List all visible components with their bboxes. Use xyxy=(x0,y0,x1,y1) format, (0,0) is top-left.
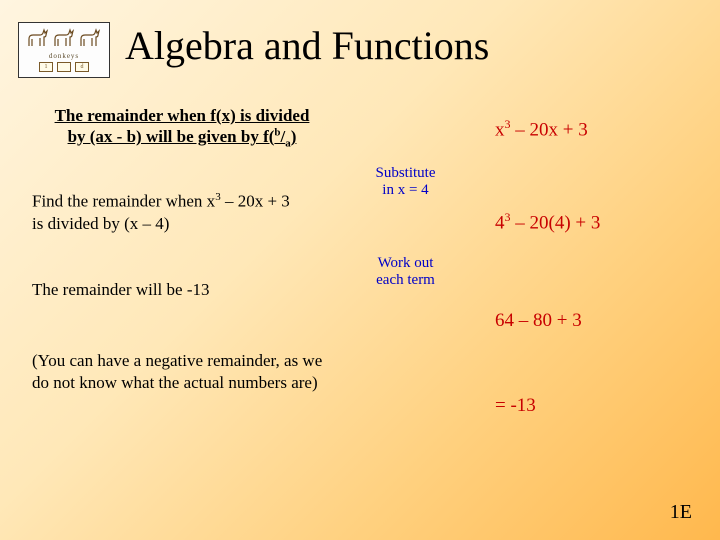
annotation-workout: Work out each term xyxy=(358,255,453,290)
anno2-l2: each term xyxy=(376,272,435,288)
rule-line1: The remainder when f(x) is divided xyxy=(55,106,310,125)
problem-l2: is divided by (x – 4) xyxy=(32,214,169,233)
expr2-a: 4 xyxy=(495,212,505,233)
page-title: Algebra and Functions xyxy=(125,22,489,69)
anno2-l1: Work out xyxy=(378,255,434,271)
expression-step1: x3 – 20x + 3 xyxy=(495,117,588,141)
logo-image: donkeys 1 d xyxy=(18,22,110,78)
answer-statement: The remainder will be -13 xyxy=(32,280,210,300)
problem-l1b: – 20x + 3 xyxy=(221,192,290,211)
expression-step2: 43 – 20(4) + 3 xyxy=(495,210,600,234)
expr1-a: x xyxy=(495,119,505,140)
problem-l1a: Find the remainder when x xyxy=(32,192,215,211)
donkey-icon xyxy=(26,28,50,50)
expression-step3: 64 – 80 + 3 xyxy=(495,310,582,332)
logo-box xyxy=(57,62,71,72)
expr2-b: – 20(4) + 3 xyxy=(511,212,601,233)
problem-text: Find the remainder when x3 – 20x + 3 is … xyxy=(32,190,342,235)
expression-result: = -13 xyxy=(495,395,536,417)
explanatory-note: (You can have a negative remainder, as w… xyxy=(32,350,332,394)
annotation-substitute: Substitute in x = 4 xyxy=(358,165,453,200)
logo-box: d xyxy=(75,62,89,72)
logo-box-row: 1 d xyxy=(39,62,89,72)
remainder-rule: The remainder when f(x) is divided by (a… xyxy=(32,105,332,151)
page-number: 1E xyxy=(670,501,692,524)
donkey-icon xyxy=(78,28,102,50)
rule-line2-prefix: by (ax - b) will be given by f( xyxy=(68,127,275,146)
anno1-l2: in x = 4 xyxy=(382,182,428,198)
logo-donkey-row xyxy=(26,28,102,50)
anno1-l1: Substitute xyxy=(375,165,435,181)
donkey-icon xyxy=(52,28,76,50)
logo-label: donkeys xyxy=(49,52,79,60)
logo-box: 1 xyxy=(39,62,53,72)
rule-suffix: ) xyxy=(291,127,297,146)
expr1-b: – 20x + 3 xyxy=(511,119,588,140)
slide: donkeys 1 d Algebra and Functions The re… xyxy=(0,0,720,540)
